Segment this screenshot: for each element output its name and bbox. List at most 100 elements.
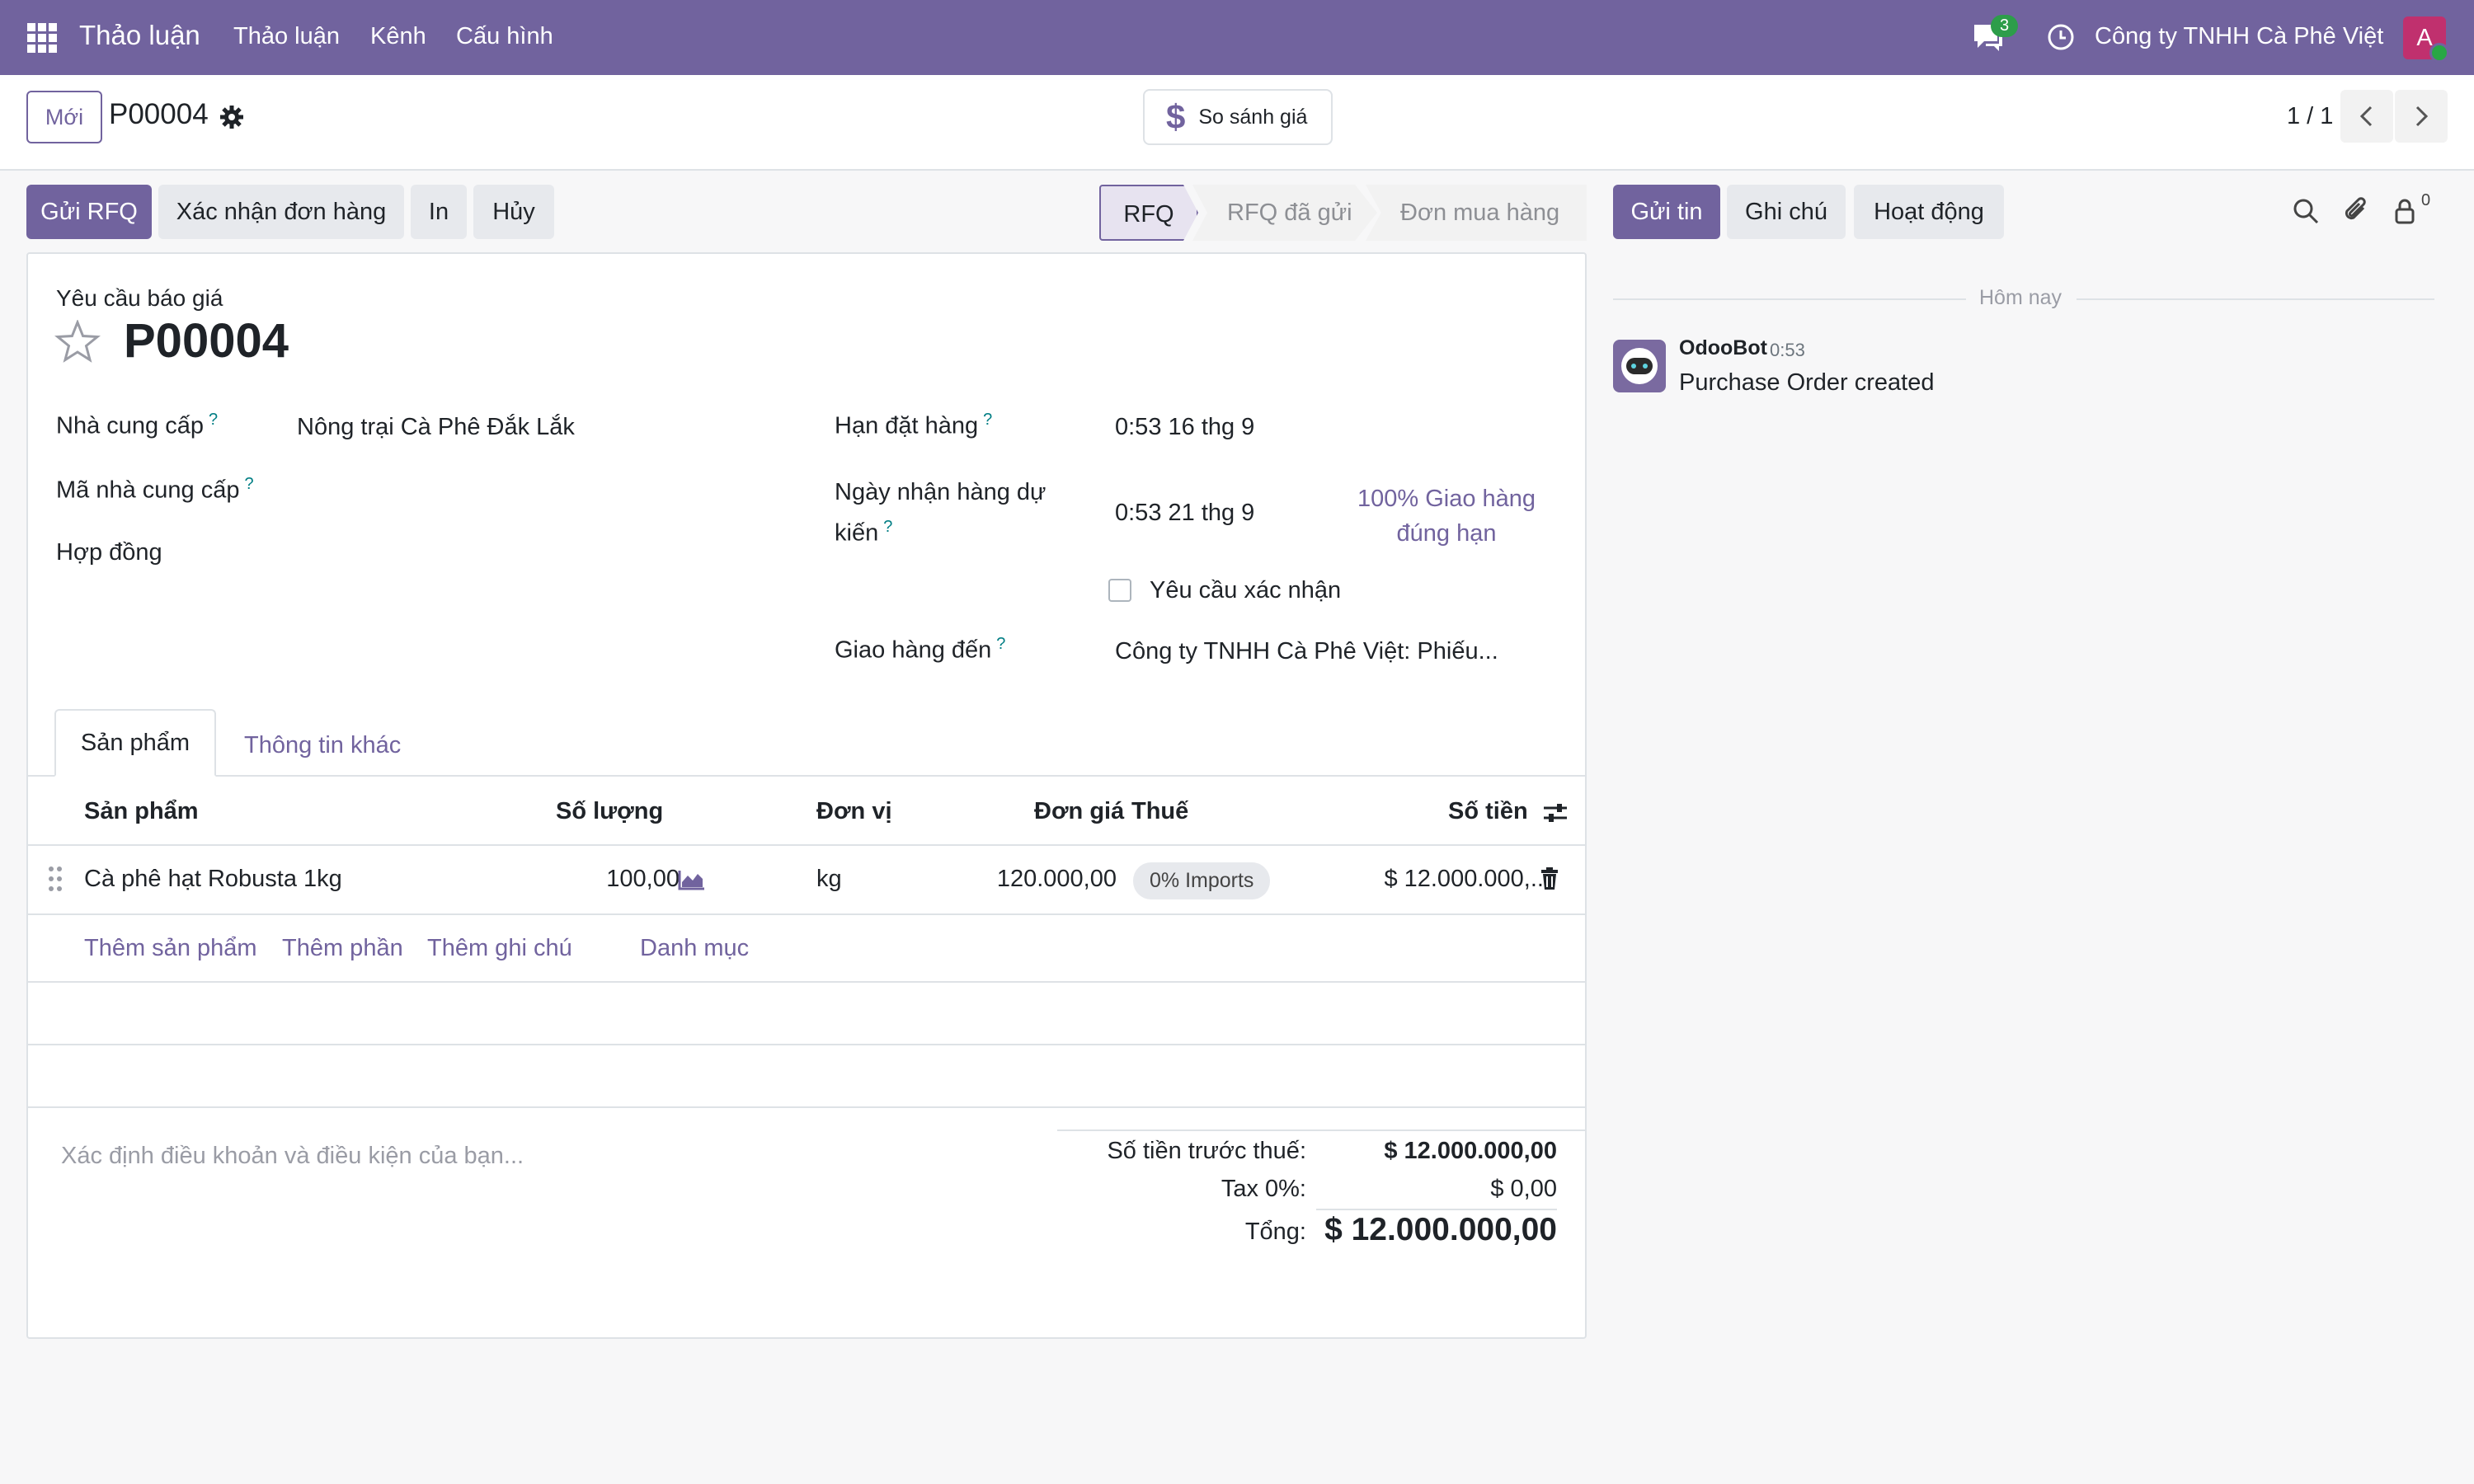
agreement-field[interactable] (297, 534, 759, 571)
menu-item-channels[interactable]: Kênh (370, 23, 426, 49)
status-rfq-sent[interactable]: RFQ đã gửi (1192, 185, 1377, 241)
dollar-icon: $ (1166, 97, 1186, 136)
catalog-link[interactable]: Danh mục (640, 935, 750, 961)
breadcrumb-record-name: P00004 (109, 98, 209, 130)
form-sheet: Yêu cầu báo giá P00004 Nhà cung cấp? Nôn… (26, 252, 1587, 1339)
order-deadline-label: Hạn đặt hàng? (835, 411, 993, 439)
expected-arrival-field[interactable]: 0:53 21 thg 9 (1115, 500, 1255, 526)
clock-icon[interactable] (2047, 23, 2075, 51)
help-icon[interactable]: ? (208, 411, 219, 429)
form-subtitle: Yêu cầu báo giá (56, 285, 223, 311)
deliver-to-field[interactable]: Công ty TNHH Cà Phê Việt: Phiếu... (1115, 638, 1498, 665)
help-icon[interactable]: ? (883, 518, 893, 536)
row-tax-tag[interactable]: 0% Imports (1133, 862, 1271, 899)
chat-count-badge: 3 (1991, 15, 2019, 37)
tab-other-info[interactable]: Thông tin khác (244, 732, 402, 758)
row-divider (28, 1106, 1585, 1108)
message-author[interactable]: OdooBot (1679, 336, 1767, 359)
terms-conditions-field[interactable]: Xác định điều khoản và điều kiện của bạn… (61, 1143, 524, 1169)
paperclip-icon[interactable] (2342, 196, 2372, 226)
company-switcher[interactable]: Công ty TNHH Cà Phê Việt (2095, 23, 2384, 49)
search-icon[interactable] (2291, 196, 2321, 226)
column-uom[interactable]: Đơn vị (816, 798, 892, 824)
row-divider (28, 913, 1585, 915)
control-panel: Mới P00004 $ So sánh giá 1 / 1 (0, 75, 2474, 171)
vendor-label: Nhà cung cấp? (56, 411, 219, 439)
forecast-chart-icon[interactable] (678, 869, 706, 890)
cancel-button[interactable]: Hủy (473, 185, 554, 239)
compare-prices-label: So sánh giá (1198, 105, 1308, 129)
confirm-order-button[interactable]: Xác nhận đơn hàng (158, 185, 404, 239)
row-unit-price[interactable]: 120.000,00 (996, 866, 1117, 892)
expected-arrival-label: Ngày nhận hàng dự kiến? (835, 479, 1047, 547)
column-quantity[interactable]: Số lượng (556, 798, 664, 824)
help-icon[interactable]: ? (244, 475, 254, 493)
table-header-divider (28, 844, 1585, 846)
column-unit-price[interactable]: Đơn giá (1034, 798, 1125, 824)
total-divider (1316, 1209, 1557, 1210)
row-divider (28, 1044, 1585, 1045)
chevron-left-icon (2359, 106, 2373, 127)
totals-divider (1057, 1129, 1585, 1131)
compare-prices-button[interactable]: $ So sánh giá (1143, 89, 1333, 145)
menu-item-config[interactable]: Cấu hình (456, 23, 553, 49)
row-quantity[interactable]: 100,00 (606, 866, 680, 892)
new-button[interactable]: Mới (26, 91, 102, 143)
record-title: P00004 (124, 314, 289, 368)
gear-icon[interactable] (219, 105, 244, 129)
pager-previous-button[interactable] (2340, 90, 2393, 143)
row-subtotal: $ 12.000.000,... (1384, 866, 1550, 892)
add-note-link[interactable]: Thêm ghi chú (427, 935, 572, 961)
pager-value[interactable]: 1 / 1 (2287, 103, 2334, 129)
untaxed-amount-value: $ 12.000.000,00 (1384, 1138, 1557, 1164)
pager-next-button[interactable] (2395, 90, 2448, 143)
total-label: Tổng: (1244, 1219, 1306, 1245)
order-deadline-field[interactable]: 0:53 16 thg 9 (1115, 414, 1255, 440)
row-uom[interactable]: kg (816, 866, 842, 892)
date-separator: Hôm nay (1979, 286, 2062, 309)
agreement-label: Hợp đồng (56, 539, 162, 566)
menu-item-discuss[interactable]: Thảo luận (233, 23, 340, 49)
help-icon[interactable]: ? (983, 411, 993, 429)
table-row[interactable]: Cà phê hạt Robusta 1kg 100,00 kg 120.000… (28, 846, 1585, 913)
online-status-dot (2429, 43, 2449, 63)
odoobot-avatar[interactable] (1613, 340, 1666, 392)
activity-button[interactable]: Hoạt động (1854, 185, 2004, 239)
drag-handle-icon[interactable] (48, 866, 63, 892)
vendor-reference-field[interactable] (297, 470, 759, 506)
deliver-to-label: Giao hàng đến? (835, 635, 1006, 664)
row-product[interactable]: Cà phê hạt Robusta 1kg (84, 866, 342, 892)
date-separator-line (1613, 298, 1966, 300)
send-rfq-button[interactable]: Gửi RFQ (26, 185, 152, 239)
add-section-link[interactable]: Thêm phần (282, 935, 403, 961)
send-message-button[interactable]: Gửi tin (1613, 185, 1720, 239)
robot-icon (1621, 348, 1658, 384)
log-note-button[interactable]: Ghi chú (1727, 185, 1846, 239)
apps-menu-icon[interactable] (27, 23, 57, 53)
column-taxes[interactable]: Thuế (1131, 798, 1189, 824)
trash-icon[interactable] (1540, 867, 1559, 890)
status-rfq[interactable]: RFQ (1099, 185, 1198, 241)
add-product-link[interactable]: Thêm sản phẩm (84, 935, 257, 961)
message-time: 0:53 (1770, 340, 1805, 360)
column-product[interactable]: Sản phẩm (84, 798, 199, 824)
on-time-rate-button[interactable]: 100% Giao hàng đúng hạn (1357, 486, 1536, 547)
star-icon[interactable] (54, 320, 101, 364)
print-button[interactable]: In (411, 185, 467, 239)
tax-label: Tax 0%: (1221, 1176, 1306, 1202)
app-brand[interactable]: Thảo luận (79, 20, 200, 50)
untaxed-amount-label: Số tiền trước thuế: (1107, 1138, 1306, 1164)
vendor-field[interactable]: Nông trại Cà Phê Đắk Lắk (297, 414, 575, 440)
date-separator-line (2077, 298, 2434, 300)
followers-count: 0 (2421, 191, 2431, 209)
top-navbar: Thảo luận Thảo luận Kênh Cấu hình 3 Công… (0, 0, 2474, 75)
optional-columns-icon[interactable] (1542, 800, 1569, 826)
ask-confirmation-checkbox[interactable] (1108, 579, 1131, 602)
help-icon[interactable]: ? (996, 635, 1006, 653)
tab-products[interactable]: Sản phẩm (54, 709, 216, 777)
ask-confirmation-label: Yêu cầu xác nhận (1150, 577, 1342, 603)
column-subtotal[interactable]: Số tiền (1448, 798, 1528, 824)
lock-icon[interactable] (2392, 196, 2421, 226)
status-purchase-order[interactable]: Đơn mua hàng (1366, 185, 1587, 241)
message-body: Purchase Order created (1679, 369, 1935, 396)
